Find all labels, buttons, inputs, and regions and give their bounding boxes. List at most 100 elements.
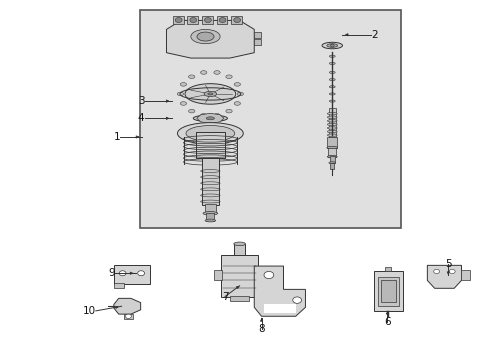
Ellipse shape [200, 114, 206, 117]
Ellipse shape [237, 92, 243, 96]
Text: 8: 8 [258, 324, 264, 334]
Text: 1: 1 [113, 132, 120, 142]
Ellipse shape [204, 219, 215, 222]
Ellipse shape [184, 84, 235, 104]
Circle shape [175, 18, 182, 23]
Circle shape [204, 18, 211, 23]
Circle shape [119, 271, 126, 276]
Ellipse shape [327, 156, 336, 158]
Bar [216, 16, 227, 24]
Ellipse shape [327, 120, 336, 122]
Bar [327, 137, 336, 148]
Text: 7: 7 [221, 292, 228, 302]
Polygon shape [427, 265, 461, 288]
Ellipse shape [180, 102, 186, 105]
Circle shape [125, 314, 131, 319]
Bar [233, 244, 245, 255]
Ellipse shape [327, 112, 336, 115]
Ellipse shape [206, 117, 214, 120]
Ellipse shape [177, 92, 183, 96]
Text: 10: 10 [82, 306, 96, 316]
Bar [114, 283, 123, 288]
Ellipse shape [225, 75, 232, 78]
Ellipse shape [213, 71, 220, 74]
Text: 4: 4 [138, 113, 144, 123]
Ellipse shape [326, 146, 337, 149]
Bar [114, 265, 150, 284]
Bar [202, 16, 212, 24]
Bar [253, 39, 261, 45]
Ellipse shape [234, 102, 240, 105]
Ellipse shape [327, 134, 336, 136]
Text: 3: 3 [138, 96, 144, 106]
Bar [187, 16, 198, 24]
Ellipse shape [193, 115, 227, 122]
Ellipse shape [329, 62, 334, 64]
Ellipse shape [327, 116, 336, 118]
Ellipse shape [329, 78, 334, 81]
Ellipse shape [329, 93, 334, 95]
Ellipse shape [190, 30, 220, 44]
Ellipse shape [225, 109, 232, 113]
Polygon shape [254, 266, 305, 316]
Ellipse shape [185, 126, 234, 141]
Circle shape [189, 18, 196, 23]
Ellipse shape [329, 100, 334, 102]
Ellipse shape [329, 86, 334, 88]
Circle shape [233, 18, 240, 23]
Circle shape [448, 269, 454, 274]
Bar [123, 314, 133, 319]
Bar [201, 158, 219, 205]
Ellipse shape [329, 55, 334, 57]
Ellipse shape [188, 109, 195, 113]
Ellipse shape [322, 42, 342, 49]
Bar [328, 148, 335, 157]
Bar [140, 10, 400, 228]
Circle shape [219, 18, 225, 23]
Ellipse shape [180, 82, 186, 86]
Circle shape [330, 44, 333, 47]
Bar [221, 255, 258, 297]
Circle shape [433, 269, 439, 274]
Ellipse shape [207, 93, 212, 95]
Bar [229, 296, 249, 301]
Text: 2: 2 [370, 30, 377, 40]
Polygon shape [166, 21, 254, 58]
Text: 5: 5 [444, 259, 451, 269]
Bar [172, 16, 183, 24]
Ellipse shape [188, 75, 195, 78]
Ellipse shape [326, 44, 337, 47]
Bar [329, 156, 334, 163]
Bar [204, 204, 216, 213]
Ellipse shape [328, 162, 335, 164]
Bar [231, 16, 242, 24]
Ellipse shape [177, 123, 243, 144]
Bar [461, 270, 469, 280]
Bar [330, 163, 333, 169]
Ellipse shape [327, 123, 336, 126]
Bar [206, 213, 214, 221]
Polygon shape [114, 298, 141, 314]
Ellipse shape [197, 32, 214, 41]
Bar [377, 277, 398, 306]
Bar [373, 271, 402, 311]
Ellipse shape [327, 127, 336, 129]
Polygon shape [196, 113, 224, 123]
Circle shape [138, 271, 144, 276]
Ellipse shape [203, 212, 217, 215]
Ellipse shape [329, 71, 334, 73]
Ellipse shape [203, 91, 216, 96]
Bar [385, 267, 390, 271]
Circle shape [264, 271, 273, 279]
Text: 6: 6 [383, 317, 390, 327]
Ellipse shape [200, 71, 206, 74]
Ellipse shape [213, 114, 220, 117]
Ellipse shape [234, 82, 240, 86]
Ellipse shape [327, 130, 336, 133]
Bar [328, 108, 335, 137]
Circle shape [292, 297, 301, 303]
Bar [253, 32, 261, 38]
Ellipse shape [233, 242, 245, 246]
Bar [264, 304, 295, 313]
Bar [214, 270, 222, 280]
